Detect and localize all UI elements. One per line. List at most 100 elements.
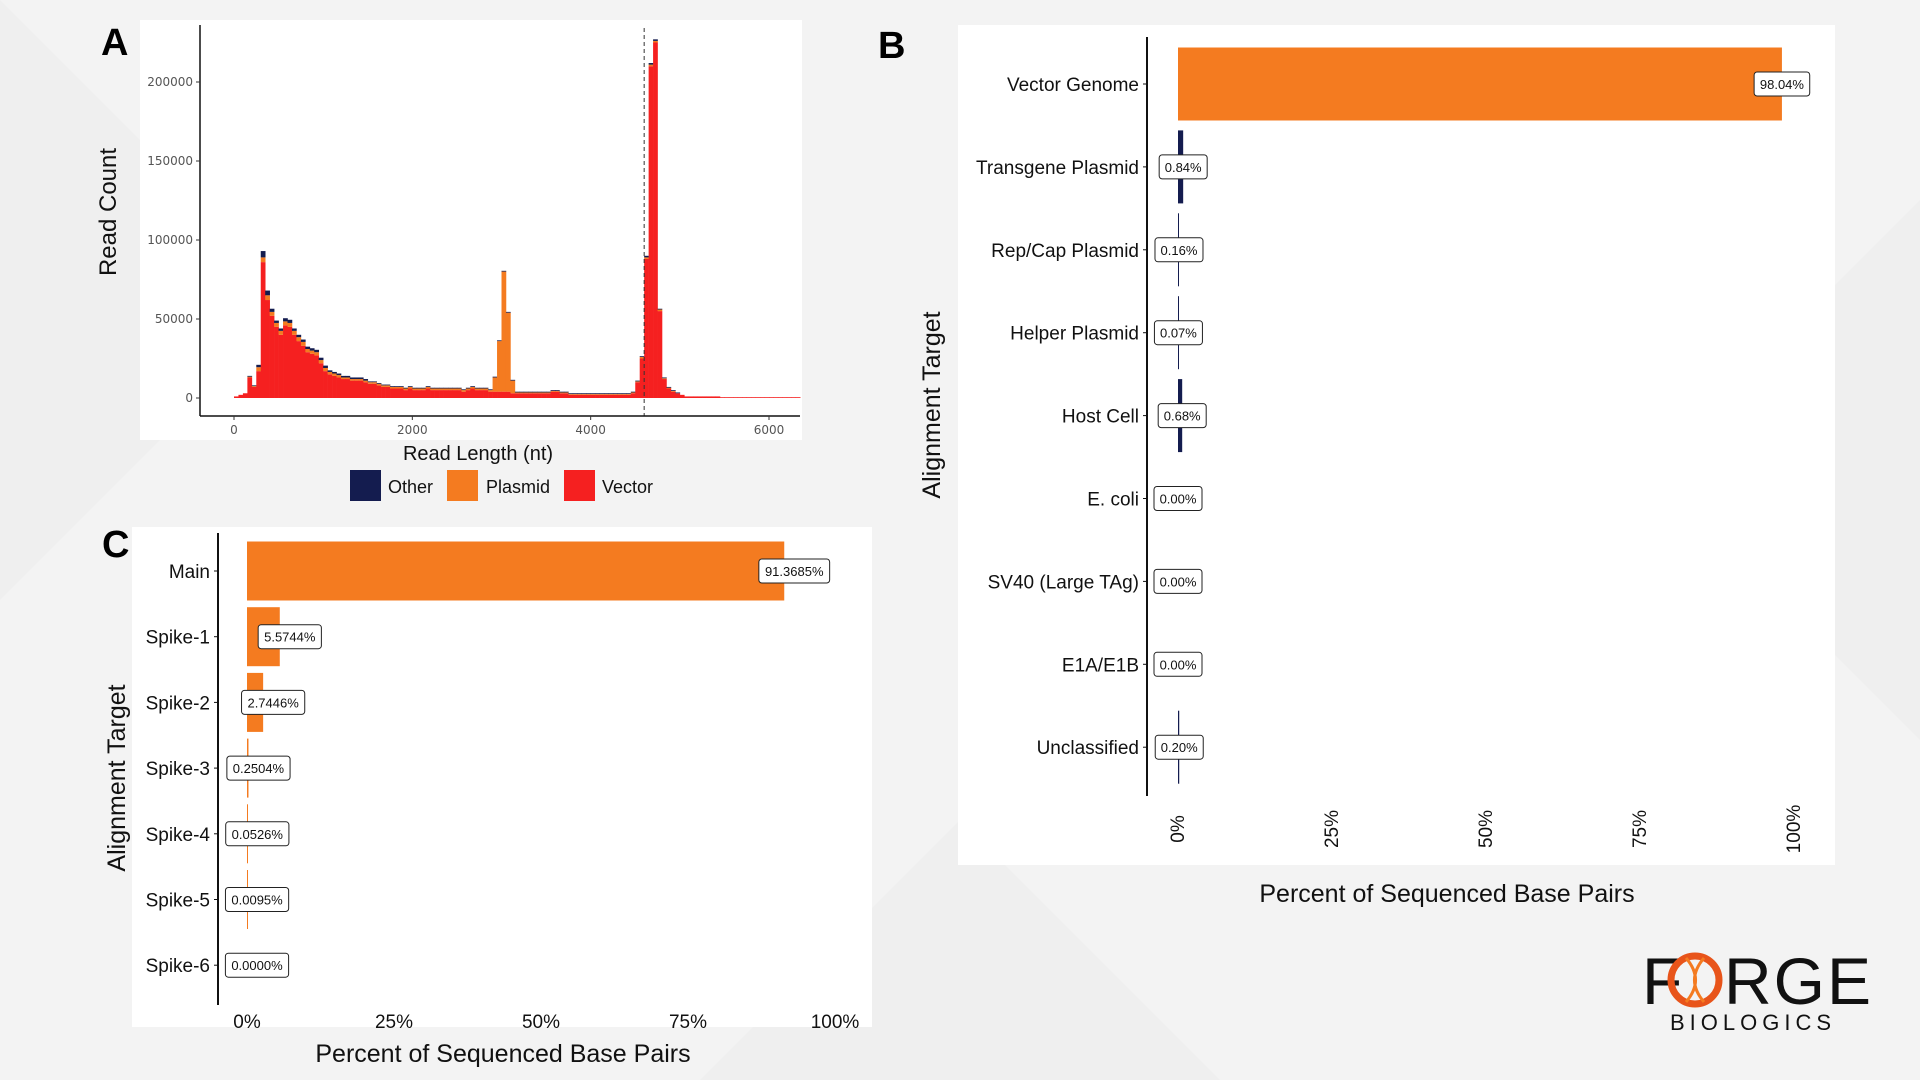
- hist-bar-other: [300, 339, 306, 342]
- value-label: 98.04%: [1760, 77, 1805, 92]
- hist-bar-other: [635, 380, 641, 382]
- hist-bar-vector: [456, 390, 462, 398]
- hist-bar-other: [345, 375, 351, 378]
- hist-bar-vector: [323, 371, 328, 398]
- hist-bar-other: [537, 391, 542, 393]
- hist-bar-vector: [706, 396, 712, 398]
- value-label-box: [226, 755, 291, 781]
- hist-bar-vector: [354, 380, 360, 398]
- y-tick-label: 200000: [147, 75, 193, 89]
- hist-bar-plasmid: [439, 388, 444, 391]
- hist-bar-plasmid: [381, 385, 386, 387]
- hist-bar-vector: [586, 394, 591, 398]
- hist-bar-vector: [421, 390, 427, 398]
- category-label: E1A/E1B: [1062, 655, 1139, 676]
- panel-letter-c: C: [102, 524, 129, 566]
- hist-bar-plasmid: [648, 64, 654, 67]
- hist-bar-vector: [412, 390, 418, 398]
- hist-bar-vector: [390, 388, 395, 398]
- hist-bar-plasmid: [443, 388, 449, 391]
- hist-bar-other: [403, 387, 409, 389]
- hist-bar-plasmid: [662, 378, 667, 380]
- hist-bar-other: [448, 387, 453, 389]
- hist-bar-vector: [439, 390, 444, 398]
- b-y-axis-title: Alignment Target: [918, 311, 946, 498]
- hist-bar-vector: [711, 396, 716, 398]
- hist-bar-vector: [336, 377, 342, 398]
- hist-bar-vector: [372, 383, 377, 398]
- hist-bar-other: [599, 393, 605, 395]
- hist-bar-vector: [621, 394, 627, 398]
- hist-bar-vector: [751, 397, 756, 398]
- hist-bar-plasmid: [314, 352, 320, 356]
- hist-bar-other: [559, 391, 565, 393]
- hist-bar-other: [265, 290, 270, 296]
- hist-bar-plasmid: [247, 376, 253, 378]
- hist-bar-other: [367, 381, 373, 383]
- hist-bar-plasmid: [283, 321, 288, 326]
- hist-bar-plasmid: [363, 380, 369, 383]
- hist-bar-vector: [461, 391, 467, 398]
- hist-bar-plasmid: [497, 341, 502, 392]
- hist-bar-plasmid: [390, 386, 395, 389]
- hist-bar-other: [617, 393, 623, 395]
- hist-bar-vector: [296, 341, 302, 398]
- hist-bar-other: [550, 390, 556, 391]
- category-label: Unclassified: [1037, 738, 1139, 759]
- hist-bar-other: [639, 356, 645, 357]
- value-label-box: [1158, 154, 1208, 180]
- x-tick-label: 100%: [811, 1012, 860, 1033]
- hist-bar-vector: [670, 391, 676, 398]
- hist-bar-other: [314, 349, 320, 353]
- hist-bar-vector: [448, 390, 453, 398]
- hist-bar-vector: [630, 393, 636, 398]
- hist-bar-other: [305, 346, 311, 350]
- hist-bar-vector: [541, 393, 547, 398]
- hist-bar-vector: [550, 391, 556, 398]
- value-label-box: [1154, 237, 1204, 263]
- value-label: 5.5744%: [264, 630, 316, 645]
- hist-bar-other: [394, 386, 400, 387]
- hist-bar-vector: [523, 393, 529, 398]
- panel-b: B Vector Genome 98.04% Transgene Plasmid 0.…: [878, 25, 1835, 908]
- category-label: Vector Genome: [1007, 75, 1139, 96]
- hist-bar-other: [341, 375, 346, 378]
- hist-bar-other: [644, 255, 649, 258]
- hist-bar-other: [443, 387, 449, 389]
- hist-bar-other: [269, 308, 275, 312]
- hist-bar-other: [653, 39, 658, 41]
- hist-bar-vector: [483, 390, 489, 398]
- hist-bar-vector: [604, 394, 609, 398]
- hist-bar-plasmid: [309, 350, 315, 354]
- category-label: Spike-5: [146, 891, 210, 912]
- hist-bar-other: [604, 393, 609, 395]
- hist-bar-plasmid: [635, 381, 641, 383]
- hist-bar-vector: [769, 397, 774, 398]
- hist-bar-other: [662, 377, 667, 379]
- hist-bar-plasmid: [590, 394, 596, 395]
- panel-c-bars: Main 91.3685% Spike-1 5.5744% Spike-2 2.7446%…: [146, 533, 860, 1033]
- hist-bar-plasmid: [256, 367, 262, 372]
- hist-bar-plasmid: [287, 322, 293, 327]
- hist-bar-vector: [724, 397, 730, 398]
- hist-bar-vector: [470, 388, 476, 398]
- c-x-axis-title: Percent of Sequenced Base Pairs: [315, 1040, 690, 1068]
- hist-bar-plasmid: [430, 388, 435, 391]
- hist-bar-vector: [764, 397, 770, 398]
- forge-biologics-logo: F RGE BIOLOGICS: [1642, 944, 1871, 1035]
- hist-bar-vector: [416, 390, 422, 398]
- hist-bar-vector: [349, 380, 355, 398]
- value-label-box: [1153, 651, 1203, 677]
- value-label-box: [241, 689, 306, 715]
- category-label: Transgene Plasmid: [976, 158, 1139, 179]
- value-label-box: [758, 558, 831, 584]
- hist-bar-other: [528, 391, 534, 393]
- hist-bar-vector: [702, 396, 707, 398]
- hist-bar-other: [479, 387, 484, 389]
- hist-bar-other: [296, 334, 302, 338]
- legend-swatch-plasmid: [447, 470, 478, 501]
- hist-bar-other: [390, 386, 395, 387]
- bar: [247, 541, 785, 601]
- hist-bar-plasmid: [532, 392, 538, 394]
- hist-bar-plasmid: [630, 392, 636, 394]
